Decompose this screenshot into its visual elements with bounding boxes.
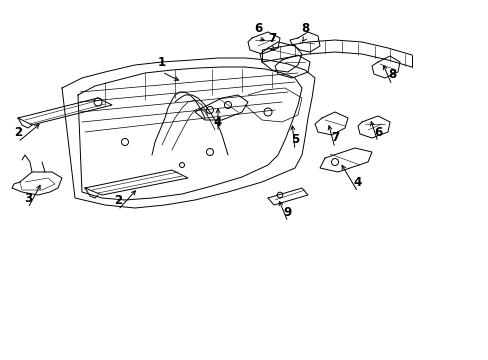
Text: 5: 5 xyxy=(290,134,299,147)
Text: 6: 6 xyxy=(373,126,381,139)
Text: 7: 7 xyxy=(267,31,276,45)
Text: 8: 8 xyxy=(387,68,395,81)
Text: 9: 9 xyxy=(284,206,291,219)
Text: 6: 6 xyxy=(253,22,262,35)
Text: 2: 2 xyxy=(14,126,22,139)
Text: 2: 2 xyxy=(114,194,122,207)
Text: 7: 7 xyxy=(330,131,338,144)
Text: 8: 8 xyxy=(300,22,308,35)
Text: 4: 4 xyxy=(213,116,222,129)
Text: 1: 1 xyxy=(158,55,166,68)
Text: 4: 4 xyxy=(353,175,362,189)
Text: 3: 3 xyxy=(24,192,32,204)
